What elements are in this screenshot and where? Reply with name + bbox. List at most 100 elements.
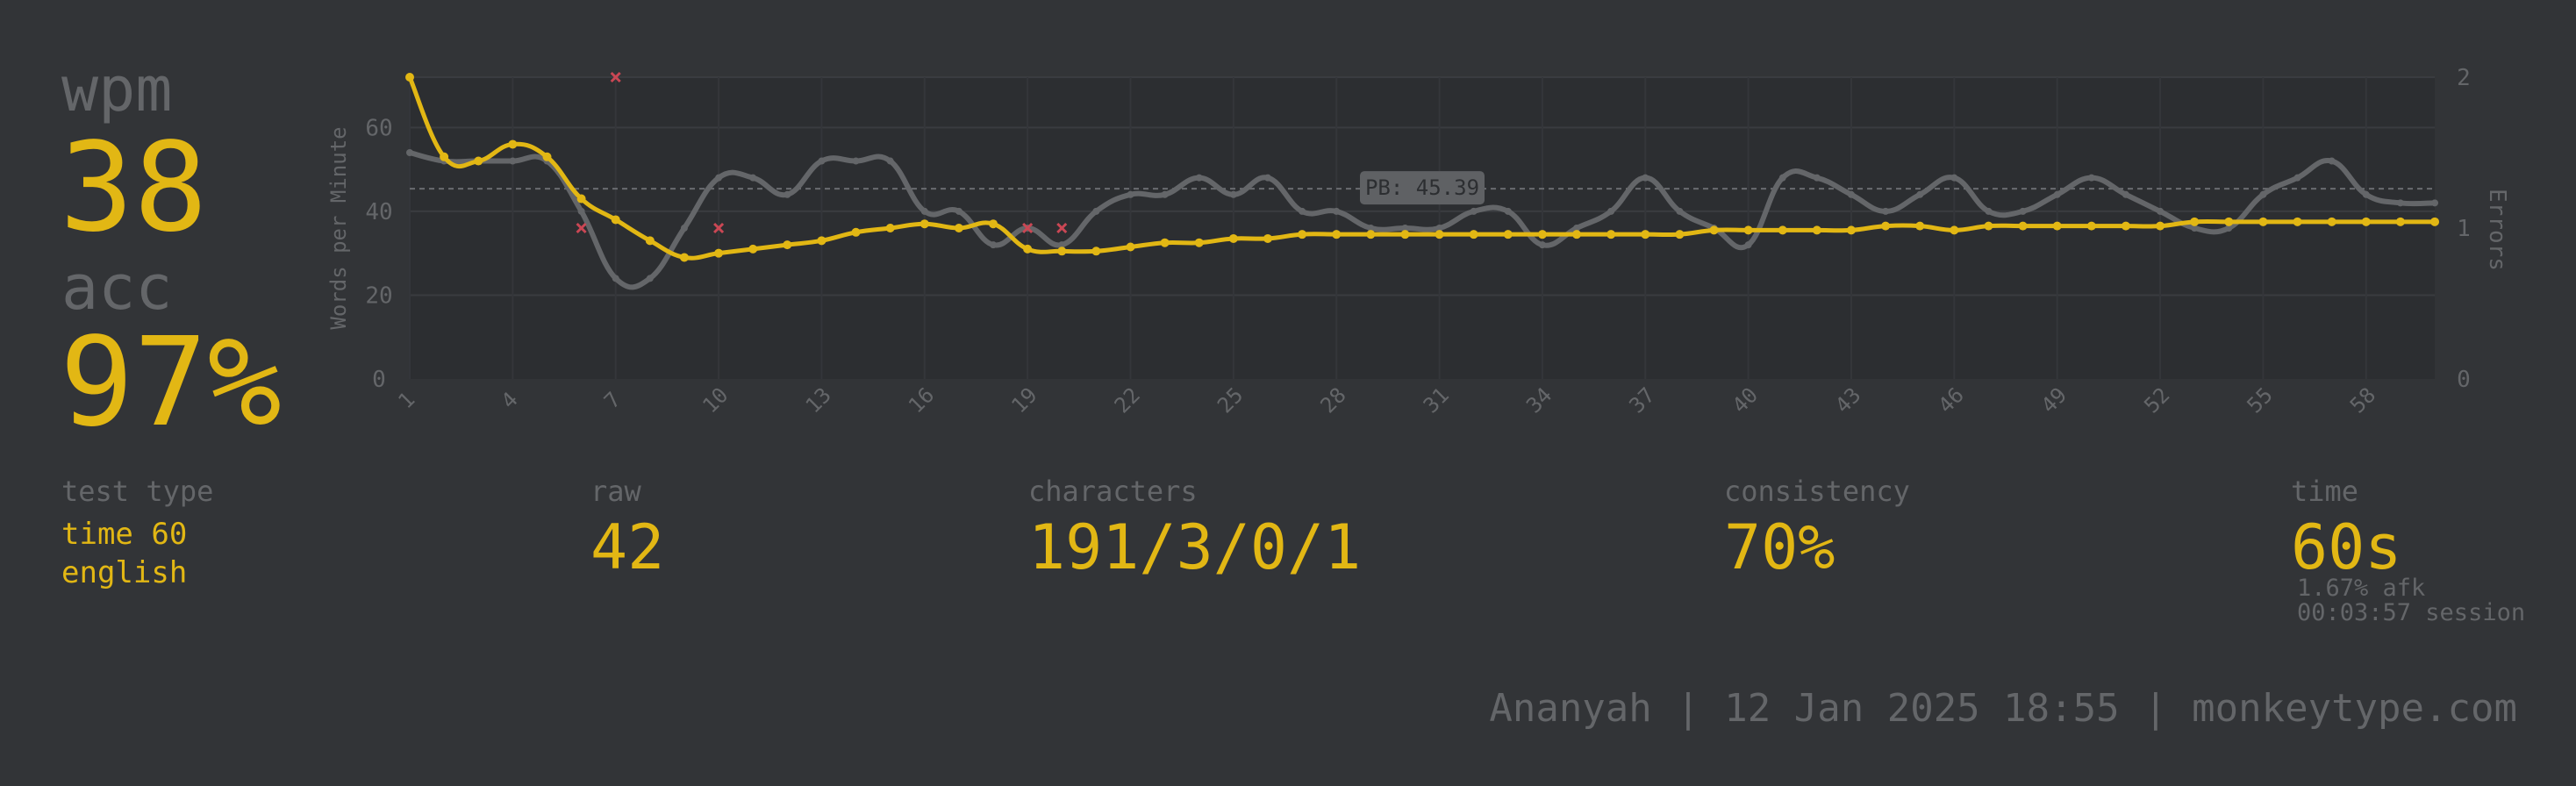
wpm-point [748,244,758,254]
wpm-point [2293,217,2302,226]
raw-point [1229,190,1237,198]
error-marker [1056,222,1068,234]
time-label: time [2291,475,2359,508]
raw-point [2293,174,2301,182]
raw-point [1573,225,1581,232]
raw-point [1847,190,1855,198]
error-marker [610,71,621,83]
wpm-point [405,73,414,82]
raw-point [646,275,654,282]
x-tick-label: 10 [698,382,733,418]
y-axis-title: Words per Minute [326,126,351,329]
raw-point [2157,207,2165,215]
wpm-point [989,219,998,229]
wpm-point [1950,225,1959,235]
wpm-label: wpm [61,54,173,125]
raw-point [1058,241,1066,249]
acc-value: 97% [60,311,282,454]
x-tick-label: 28 [1315,382,1350,418]
raw-point [1333,207,1341,215]
consistency-value: 70% [1724,511,1835,583]
x-tick-label: 19 [1006,382,1041,418]
x-tick-label: 58 [2345,382,2380,418]
wpm-point [1915,221,1925,231]
wpm-point [2395,217,2405,226]
wpm-point [645,236,655,246]
raw-point [1744,241,1752,249]
x-tick-label: 16 [904,382,939,418]
raw-point [1813,174,1821,182]
wpm-point [611,215,620,225]
wpm-point [1675,230,1685,239]
y2-tick-label: 1 [2457,216,2471,242]
x-tick-label: 46 [1934,382,1969,418]
wpm-point [2052,221,2062,231]
x-tick-label: 49 [2036,382,2072,418]
raw-point [715,174,723,182]
wpm-point [1435,230,1444,239]
wpm-point [2086,221,2096,231]
raw-point [1882,207,1890,215]
wpm-point [954,224,963,232]
x-tick-label: 25 [1213,382,1248,418]
raw-point [818,157,826,165]
raw-value: 42 [590,511,665,583]
raw-point [612,275,619,282]
error-marker [576,222,587,234]
acc-label: acc [61,252,173,324]
raw-point [1950,174,1958,182]
wpm-point [1606,230,1616,239]
raw-point [749,174,757,182]
raw-point [1161,190,1169,198]
raw-point [1778,174,1786,182]
raw-point [2328,157,2336,165]
wpm-point [1057,247,1067,256]
raw-point [1263,174,1271,182]
raw-point [1470,207,1478,215]
wpm-value: 38 [60,117,208,260]
x-tick-label: 22 [1110,382,1145,418]
wpm-point [2258,217,2268,226]
wpm-point [1332,230,1342,239]
wpm-point [1023,244,1033,254]
y-tick-label: 60 [365,115,392,141]
raw-point [852,157,860,165]
wpm-point [1469,230,1478,239]
wpm-point [1503,230,1513,239]
test-type-language: english [61,555,188,590]
raw-label: raw [590,475,641,508]
raw-point [2431,199,2438,207]
raw-point [2053,190,2061,198]
wpm-point [1298,230,1307,239]
error-marker [713,222,725,234]
wpm-point [1881,221,1891,231]
raw-point [1401,225,1409,232]
wpm-point [919,219,929,229]
consistency-label: consistency [1724,475,1910,508]
y2-tick-label: 0 [2457,367,2471,393]
wpm-point [1537,230,1547,239]
wpm-point [885,224,895,232]
x-tick-label: 34 [1521,382,1556,418]
wpm-point [1400,230,1410,239]
wpm-point [2190,217,2200,226]
characters-label: characters [1028,475,1198,508]
wpm-point [576,194,586,204]
x-tick-label: 43 [1830,382,1865,418]
raw-point [1435,225,1443,232]
wpm-point [1709,225,1719,235]
wpm-point [1846,225,1856,235]
x-tick-label: 7 [599,387,626,413]
wpm-point [1812,225,1821,235]
wpm-point [783,240,792,250]
raw-point [1299,207,1306,215]
wpm-point [1984,221,1993,231]
wpm-point [1160,238,1170,247]
raw-point [406,149,413,156]
raw-point [1676,207,1684,215]
x-tick-label: 4 [497,387,523,413]
characters-value: 191/3/0/1 [1028,511,1362,583]
footer-datetime: 12 Jan 2025 18:55 [1724,686,2120,731]
